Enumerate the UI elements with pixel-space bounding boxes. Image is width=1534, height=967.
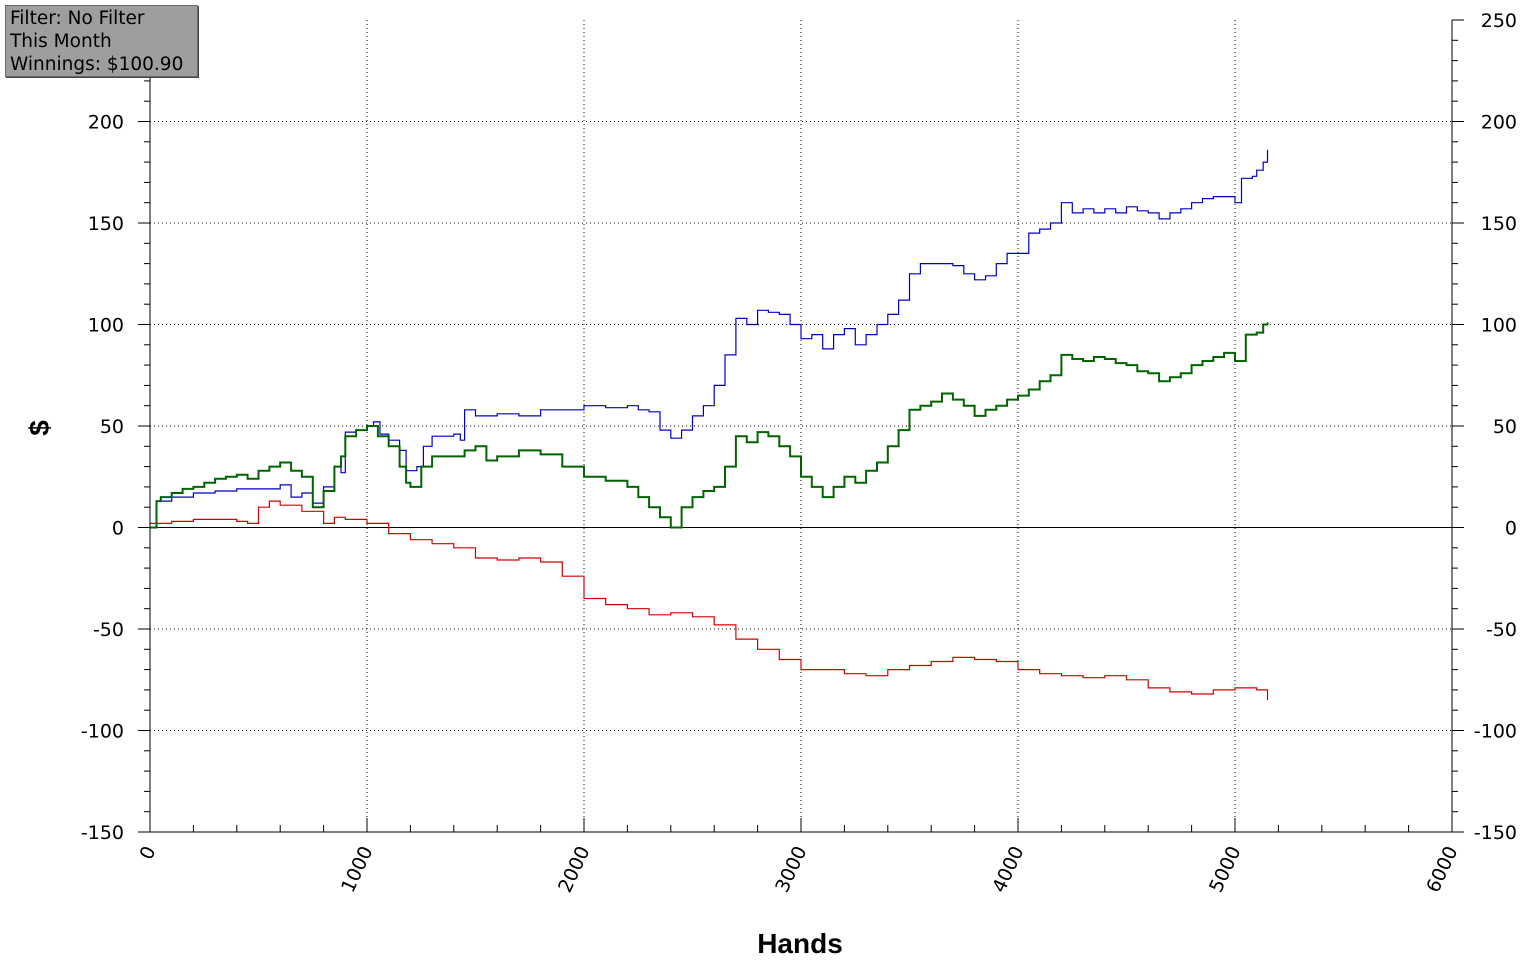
y-tick-label-right: 50 bbox=[1493, 416, 1517, 438]
y-tick-label-right: 150 bbox=[1481, 213, 1517, 235]
x-axis-title: Hands bbox=[757, 928, 843, 959]
y-tick-label-left: 100 bbox=[88, 315, 124, 337]
x-tick-label: 5000 bbox=[1205, 843, 1245, 896]
period-label: This Month bbox=[10, 31, 112, 52]
x-tick-label: 3000 bbox=[771, 843, 811, 896]
x-tick-label: 1000 bbox=[337, 843, 377, 896]
y-tick-label-right: 200 bbox=[1481, 112, 1517, 134]
x-tick-label: 4000 bbox=[988, 843, 1028, 896]
series-line-2 bbox=[150, 500, 1269, 700]
series-line-0 bbox=[150, 149, 1269, 529]
filter-label: Filter: No Filter bbox=[10, 8, 145, 29]
y-tick-label-right: 250 bbox=[1481, 10, 1517, 32]
y-tick-label-left: -150 bbox=[81, 822, 124, 844]
y-tick-label-right: 100 bbox=[1481, 315, 1517, 337]
x-tick-label: 6000 bbox=[1422, 843, 1462, 896]
y-tick-label-left: 200 bbox=[88, 112, 124, 134]
series-line-1 bbox=[150, 322, 1269, 529]
y-tick-label-right: 0 bbox=[1505, 518, 1517, 540]
info-box: Filter: No Filter This Month Winnings: $… bbox=[5, 5, 198, 77]
series-lines bbox=[150, 149, 1269, 700]
y-tick-label-left: 50 bbox=[100, 416, 124, 438]
plot-frame bbox=[149, 20, 1453, 833]
y-tick-label-left: 150 bbox=[88, 213, 124, 235]
y-tick-label-right: -150 bbox=[1474, 822, 1517, 844]
tick-labels: -150 -100 -50 0 50 100 150 200 -150 -100 -50 0 50 100… bbox=[81, 10, 1517, 896]
y-tick-label-left: 0 bbox=[112, 518, 124, 540]
y-tick-label-left: -100 bbox=[81, 721, 124, 743]
y-tick-label-right: -100 bbox=[1474, 721, 1517, 743]
grid-lines bbox=[150, 20, 1452, 832]
y-axis-title: $ bbox=[24, 420, 55, 436]
axis-ticks bbox=[138, 19, 1464, 833]
x-tick-label: 0 bbox=[135, 843, 160, 863]
y-tick-label-right: -50 bbox=[1486, 619, 1517, 641]
y-tick-label-left: -50 bbox=[93, 619, 124, 641]
winnings-label: Winnings: $100.90 bbox=[10, 54, 184, 75]
x-tick-label: 2000 bbox=[554, 843, 594, 896]
